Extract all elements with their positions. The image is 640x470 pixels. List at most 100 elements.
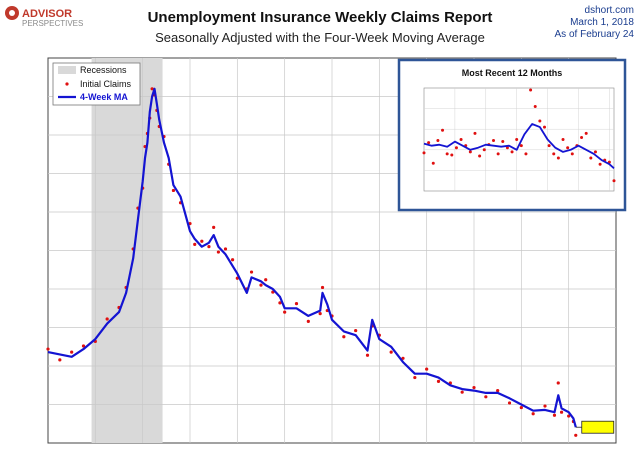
legend-label-ma: 4-Week MA	[80, 92, 128, 102]
inset-claims-point	[468, 150, 472, 154]
inset-claims-point	[478, 154, 482, 158]
claims-point	[531, 412, 535, 416]
claims-point	[223, 247, 228, 251]
claims-point	[193, 242, 197, 246]
latest-value-callout	[575, 420, 615, 434]
claims-point	[507, 401, 512, 405]
inset-claims-point	[441, 128, 445, 132]
claims-point	[264, 278, 268, 282]
claims-point	[81, 344, 86, 348]
inset-claims-point	[570, 152, 574, 156]
inset-chart: Most Recent 12 Months	[397, 58, 627, 212]
inset-claims-point	[492, 139, 496, 143]
claims-point	[46, 347, 50, 351]
inset-claims-point	[533, 105, 537, 109]
inset-claims-point	[584, 131, 588, 135]
inset-claims-point	[566, 146, 570, 150]
claims-point	[283, 310, 287, 314]
inset-claims-point	[496, 152, 500, 156]
inset-claims-point	[524, 152, 528, 156]
chart-subtitle: Seasonally Adjusted with the Four-Week M…	[155, 30, 485, 45]
claims-point	[472, 385, 476, 390]
claims-point	[294, 302, 299, 306]
legend: Recessions Initial Claims 4-Week MA	[52, 62, 141, 106]
claims-point	[365, 353, 370, 357]
inset-claims-point	[515, 138, 519, 141]
claims-point	[574, 433, 578, 437]
source-label: dshort.com	[585, 5, 634, 16]
claims-point	[401, 356, 405, 360]
callout-box	[581, 420, 615, 434]
claims-point	[318, 312, 322, 316]
claims-point	[354, 328, 358, 333]
inset-claims-point	[556, 156, 560, 160]
claims-point	[216, 250, 220, 254]
inset-claims-point	[547, 144, 551, 148]
claims-point	[559, 410, 564, 414]
inset-claims-point	[542, 125, 546, 129]
legend-label-recessions: Recessions	[80, 65, 127, 75]
claims-point	[259, 283, 263, 287]
brand-logo: ADVISOR PERSPECTIVES	[5, 6, 83, 28]
inset-claims-point	[510, 150, 514, 154]
claims-point	[70, 350, 74, 354]
inset-claims-point	[445, 152, 449, 156]
ma-line-layer	[47, 87, 577, 428]
claims-point	[484, 395, 488, 399]
inset-claims-point	[519, 144, 523, 148]
chart-title: Unemployment Insurance Weekly Claims Rep…	[148, 9, 493, 26]
claims-point	[413, 375, 417, 380]
claims-point	[436, 379, 441, 383]
inset-ma-line	[423, 123, 615, 169]
initial-claims-dots	[46, 87, 578, 437]
inset-claims-point	[593, 150, 597, 154]
inset-claims-point	[436, 139, 440, 143]
inset-claims-point	[561, 138, 565, 141]
publish-date: March 1, 2018	[570, 17, 634, 28]
claims-point	[231, 258, 235, 262]
inset-claims-point	[612, 179, 616, 183]
inset-claims-point	[427, 141, 431, 145]
inset-claims-point	[538, 119, 542, 123]
claims-point	[425, 367, 429, 371]
inset-claims-point	[482, 148, 486, 152]
inset-grid	[424, 88, 614, 191]
claims-point	[496, 389, 500, 393]
claims-point	[150, 87, 154, 91]
inset-claims-point	[505, 146, 509, 150]
inset-claims-point	[431, 161, 435, 165]
claims-point	[552, 413, 557, 417]
claims-point	[460, 390, 464, 394]
ma-line	[47, 87, 577, 428]
as-of-date: As of February 24	[555, 29, 635, 40]
claims-point	[171, 188, 176, 193]
inset-claims-point	[589, 156, 593, 160]
inset-claims-point	[454, 146, 458, 150]
claims-point	[320, 285, 325, 290]
claims-point	[207, 245, 211, 249]
inset-claims-point	[459, 138, 463, 141]
inset-claims-point	[598, 162, 602, 166]
claims-point	[249, 270, 254, 274]
claims-point	[567, 414, 571, 418]
inset-claims-point	[501, 140, 505, 144]
brand-name: ADVISOR	[22, 8, 72, 20]
inset-plot-area	[423, 87, 615, 192]
brand-subtitle: PERSPECTIVES	[22, 19, 83, 28]
inset-claims-point	[552, 152, 556, 156]
inset-claims-point	[473, 131, 477, 135]
inset-claims-point	[529, 88, 533, 92]
inset-claims-point	[580, 135, 584, 139]
claims-point	[342, 335, 346, 339]
inset-ma-line-layer	[423, 123, 615, 169]
claims-point	[278, 301, 282, 305]
claims-point	[306, 319, 310, 323]
inset-claims-point	[450, 153, 454, 157]
claims-point	[200, 239, 204, 243]
inset-claims-point	[422, 151, 426, 155]
claims-point	[543, 404, 547, 408]
legend-swatch-recessions	[58, 66, 76, 74]
legend-swatch-claims	[65, 82, 69, 86]
